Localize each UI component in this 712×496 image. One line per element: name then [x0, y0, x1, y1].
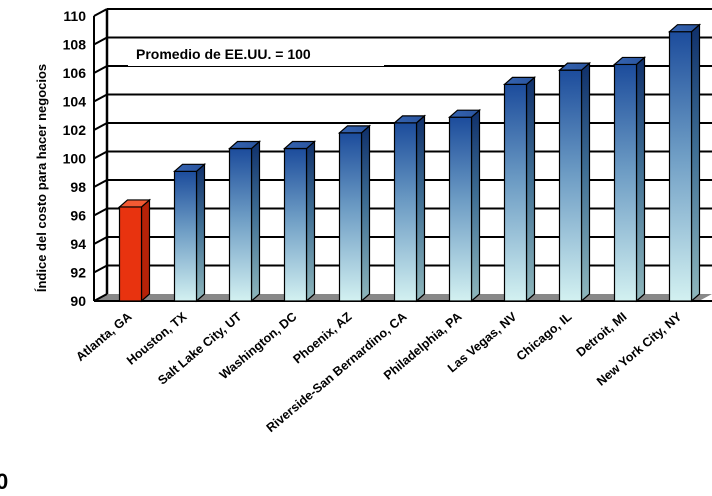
bar-side [635, 56, 646, 303]
y-tick-label: 110 [63, 8, 86, 24]
bar-front [613, 63, 638, 302]
bar-top [447, 109, 482, 118]
bar-top [667, 24, 702, 33]
y-tick-label: 108 [63, 37, 87, 53]
bar [667, 23, 702, 303]
bar-top [612, 56, 647, 66]
y-tick-label: 90 [70, 293, 86, 309]
gridline-side [93, 179, 108, 188]
bar-front [393, 122, 418, 302]
gridline-side [93, 150, 108, 160]
x-category-label: Chicago, IL [514, 309, 575, 363]
annotation-box [128, 40, 384, 66]
gridline-side [93, 236, 108, 245]
bar-side [415, 114, 426, 303]
average-annotation: Promedio de EE.UU. = 100 [136, 46, 311, 62]
bar-front [338, 132, 363, 302]
gridline-side [93, 207, 108, 217]
bar-side [360, 124, 371, 303]
y-tick-label: 96 [70, 208, 86, 224]
bar-top [502, 76, 537, 86]
bar-top [227, 140, 262, 150]
bar-front [283, 147, 308, 302]
y-tick-labels: 90 92 94 96 98 100 102 104 106 108 110 [63, 8, 87, 309]
bar-top [557, 62, 592, 71]
bar-front [118, 206, 143, 302]
bar-front [558, 69, 583, 302]
bar [392, 114, 427, 303]
bar [117, 198, 152, 303]
bar-side [580, 61, 591, 303]
bar [172, 163, 207, 303]
bar [557, 61, 592, 303]
gridline-side [93, 264, 108, 274]
stray-digit: 0 [0, 469, 8, 494]
gridline-side [93, 65, 108, 74]
y-tick-label: 100 [63, 151, 87, 167]
gridline-side [93, 122, 108, 131]
bar [612, 56, 647, 303]
bar [447, 108, 482, 303]
bar [337, 124, 372, 303]
bars [117, 23, 702, 303]
bar-side [525, 76, 536, 303]
bar-front [448, 116, 473, 302]
gridline-side [93, 93, 108, 103]
bar-front [503, 83, 528, 302]
bar-top [392, 115, 427, 124]
bar-top [282, 140, 317, 150]
y-tick-label: 106 [63, 65, 87, 81]
bar [227, 140, 262, 303]
bar [282, 140, 317, 303]
y-tick-label: 98 [70, 179, 86, 195]
y-tick-label: 104 [63, 94, 87, 110]
gridline-side [93, 36, 108, 46]
x-category-label: Detroit, MI [574, 310, 630, 360]
y-tick-label: 102 [63, 122, 87, 138]
bar-front [173, 170, 198, 302]
bar-top [337, 125, 372, 134]
y-tick-label: 92 [70, 265, 86, 281]
bar-side [690, 23, 701, 303]
y-tick-label: 94 [70, 236, 86, 252]
bar-front [668, 31, 693, 302]
bar-front [228, 147, 253, 302]
bar-side [305, 140, 316, 303]
y-axis-label: Índice del costo para hacer negocios [34, 64, 49, 292]
bar-side [195, 163, 206, 303]
floor-edge [93, 293, 108, 302]
bar-side [250, 140, 261, 303]
bar-top [117, 199, 152, 208]
bar-top [172, 163, 207, 172]
bar-side [140, 198, 151, 303]
gridline-side [93, 8, 108, 17]
bar [502, 76, 537, 303]
bar-side [470, 108, 481, 303]
